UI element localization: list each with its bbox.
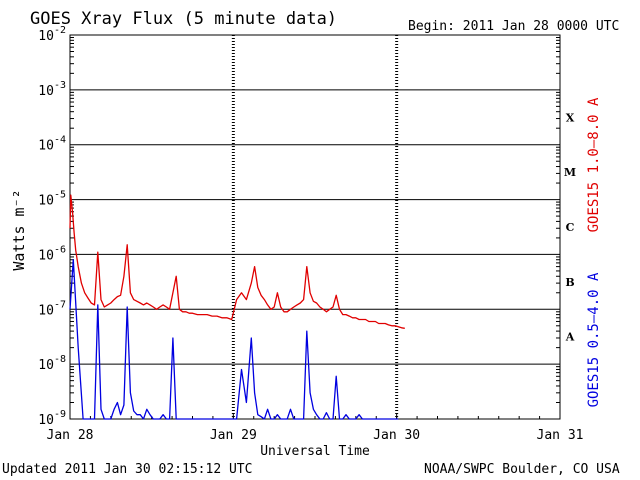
series-line-1: [69, 259, 399, 420]
flare-class-labels: X M C B A: [564, 111, 576, 343]
chart-title: GOES Xray Flux (5 minute data): [30, 9, 337, 29]
y-axis-ticks: 10-2 10-3 10-4 10-5 10-6 10-7 10-8 10-9: [38, 25, 560, 428]
grid-lines: [70, 89, 560, 365]
plot-area: 10-210-310-410-510-610-710-810-9 Jan 28 J…: [38, 25, 583, 443]
y-tick-label-1: 10-3: [38, 80, 66, 99]
x-axis-label: Universal Time: [260, 444, 370, 459]
flare-class-a: A: [565, 331, 575, 344]
x-tick-label-0: Jan 28: [47, 428, 94, 443]
flare-class-c: C: [566, 221, 575, 234]
x-tick-label-2: Jan 30: [373, 428, 420, 443]
y-tick-label-7: 10-9: [38, 409, 66, 428]
x-axis-ticks: Jan 28 Jan 29 Jan 30 Jan 31: [47, 413, 584, 443]
begin-time: Begin: 2011 Jan 28 0000 UTC: [408, 19, 619, 34]
legend-long-channel: GOES15 1.0–8.0 A: [586, 97, 602, 232]
y-axis-label: Watts m⁻²: [10, 189, 28, 270]
x-tick-label-1: Jan 29: [210, 428, 257, 443]
y-tick-label-6: 10-8: [38, 354, 66, 373]
plot-frame: [69, 34, 561, 420]
series-layer: [69, 194, 405, 420]
flare-class-x: X: [566, 111, 575, 124]
y-tick-label-5: 10-7: [38, 299, 66, 318]
y-tick-label-3: 10-5: [38, 190, 66, 209]
updated-timestamp: Updated 2011 Jan 30 02:15:12 UTC: [2, 462, 252, 477]
y-tick-label-4: 10-6: [38, 244, 66, 263]
legend-short-channel: GOES15 0.5–4.0 A: [586, 272, 602, 407]
x-tick-label-3: Jan 31: [537, 428, 584, 443]
y-tick-label-0: 10-2: [38, 25, 66, 44]
series-line-0: [69, 194, 405, 329]
day-divider-lines: [231, 35, 399, 419]
noaa-credit: NOAA/SWPC Boulder, CO USA: [424, 462, 620, 477]
flare-class-b: B: [565, 276, 574, 289]
flare-class-m: M: [564, 166, 576, 179]
y-tick-label-2: 10-4: [38, 135, 66, 154]
